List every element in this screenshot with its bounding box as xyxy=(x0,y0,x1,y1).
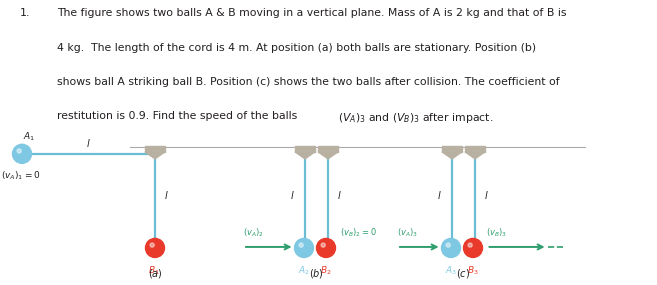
Circle shape xyxy=(17,149,21,153)
Polygon shape xyxy=(295,152,315,159)
Circle shape xyxy=(321,243,325,247)
Text: $(V_A)_3$ and $(V_B)_3$ after impact.: $(V_A)_3$ and $(V_B)_3$ after impact. xyxy=(338,111,493,125)
Circle shape xyxy=(463,239,482,257)
Circle shape xyxy=(145,239,164,257)
Circle shape xyxy=(299,243,304,247)
Text: shows ball A striking ball B. Position (c) shows the two balls after collision. : shows ball A striking ball B. Position (… xyxy=(57,77,560,87)
Polygon shape xyxy=(318,152,338,159)
Circle shape xyxy=(150,243,154,247)
Text: $B_3$: $B_3$ xyxy=(467,264,479,277)
Text: $(c)$: $(c)$ xyxy=(457,267,470,280)
Text: $B_2$: $B_2$ xyxy=(320,264,332,277)
Polygon shape xyxy=(465,152,485,159)
Bar xyxy=(465,146,485,152)
Circle shape xyxy=(12,144,32,163)
Circle shape xyxy=(442,239,461,257)
Polygon shape xyxy=(442,152,462,159)
Bar xyxy=(442,146,462,152)
Circle shape xyxy=(468,243,472,247)
Text: $l$: $l$ xyxy=(484,189,489,201)
Text: $(v_A)_2$: $(v_A)_2$ xyxy=(243,227,264,239)
Text: $(v_A)_1 = 0$: $(v_A)_1 = 0$ xyxy=(1,170,41,182)
Text: $(v_B)_2 = 0$: $(v_B)_2 = 0$ xyxy=(340,227,376,239)
Text: $l$: $l$ xyxy=(438,189,442,201)
Text: 1.: 1. xyxy=(20,9,30,19)
Polygon shape xyxy=(145,152,165,159)
Text: $A_2$: $A_2$ xyxy=(298,264,310,277)
Text: $l$: $l$ xyxy=(164,189,169,201)
Circle shape xyxy=(294,239,313,257)
Bar xyxy=(295,146,315,152)
Text: $(a)$: $(a)$ xyxy=(148,267,162,280)
Text: 4 kg.  The length of the cord is 4 m. At position (a) both balls are stationary.: 4 kg. The length of the cord is 4 m. At … xyxy=(57,43,536,53)
Bar xyxy=(318,146,338,152)
Text: $l$: $l$ xyxy=(290,189,295,201)
Text: $A_3$: $A_3$ xyxy=(445,264,457,277)
Text: $(v_B)_3$: $(v_B)_3$ xyxy=(486,227,508,239)
Text: restitution is 0.9. Find the speed of the balls: restitution is 0.9. Find the speed of th… xyxy=(57,111,301,121)
Bar xyxy=(145,146,165,152)
Text: $l$: $l$ xyxy=(337,189,342,201)
Circle shape xyxy=(446,243,450,247)
Text: $(v_A)_3$: $(v_A)_3$ xyxy=(397,227,418,239)
Text: $(b)$: $(b)$ xyxy=(309,267,324,280)
Text: $B_1$: $B_1$ xyxy=(148,264,160,277)
Circle shape xyxy=(317,239,336,257)
Text: The figure shows two balls A & B moving in a vertical plane. Mass of A is 2 kg a: The figure shows two balls A & B moving … xyxy=(57,9,566,19)
Text: $A_1$: $A_1$ xyxy=(23,130,35,143)
Text: $l$: $l$ xyxy=(86,137,91,149)
